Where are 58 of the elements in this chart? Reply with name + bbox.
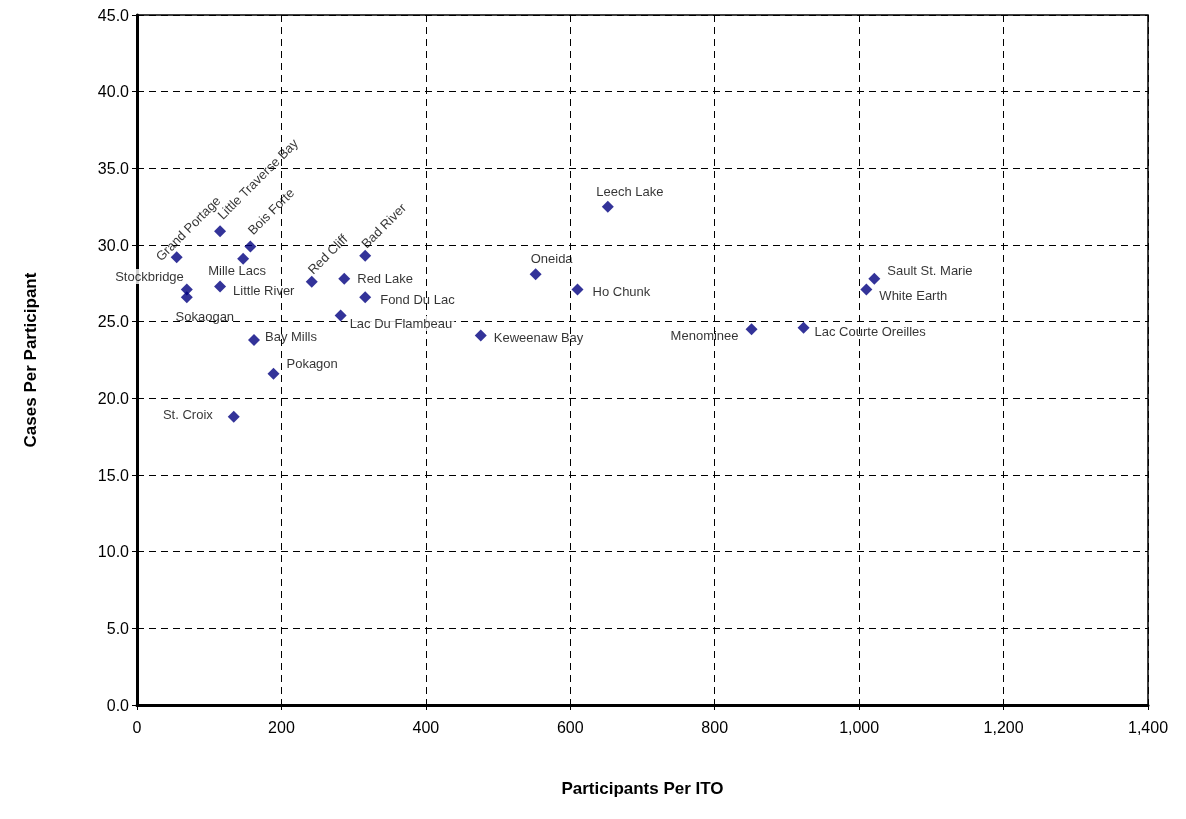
y-tick-label: 0.0 <box>106 696 130 714</box>
data-label: White Earth <box>879 287 948 303</box>
data-label: Lac Courte Oreilles <box>814 324 927 340</box>
point <box>214 280 227 293</box>
data-label: Mille Lacs <box>208 262 267 278</box>
data-label: Keweenaw Bay <box>493 329 584 345</box>
y-tick-label: 15.0 <box>97 466 130 484</box>
x-tick-label: 200 <box>268 718 295 736</box>
point <box>601 200 614 213</box>
x-axis-title: Participants Per ITO <box>561 779 724 798</box>
y-axis-title: Cases Per Participant <box>21 272 40 448</box>
data-label: Stockbridge <box>115 268 184 284</box>
point <box>244 240 257 253</box>
data-label: Lac Du Flambeau <box>349 316 453 332</box>
point <box>305 275 318 288</box>
point <box>334 309 347 322</box>
data-label: Oneida <box>530 251 574 267</box>
y-tick-label: 30.0 <box>97 236 130 254</box>
point <box>338 272 351 285</box>
x-tick-label: 1,200 <box>983 718 1024 736</box>
x-tick-label: 0 <box>132 718 142 736</box>
point <box>474 329 487 342</box>
x-tick-label: 600 <box>556 718 584 736</box>
data-label: Menominee <box>670 327 739 343</box>
point <box>359 249 372 262</box>
point <box>860 283 873 296</box>
data-label: Sault St. Marie <box>887 263 973 279</box>
data-label: Pokagon <box>286 356 338 372</box>
point <box>237 252 250 265</box>
data-label: Red Lake <box>357 271 413 287</box>
point <box>571 283 584 296</box>
x-tick-label: 800 <box>701 718 729 736</box>
y-tick-label: 45.0 <box>97 6 130 24</box>
y-tick-label: 40.0 <box>97 83 130 101</box>
y-tick-label: 25.0 <box>97 313 130 331</box>
data-label: Leech Lake <box>596 183 664 199</box>
data-label: Fond Du Lac <box>380 291 456 307</box>
point <box>868 272 881 285</box>
x-tick-label: 400 <box>412 718 440 736</box>
point <box>227 410 240 423</box>
y-tick-label: 20.0 <box>97 389 130 407</box>
point <box>529 268 542 281</box>
point <box>180 291 193 304</box>
data-label: St. Croix <box>162 407 214 423</box>
data-label: Little River <box>233 282 296 298</box>
point <box>247 334 260 347</box>
point <box>267 367 280 380</box>
data-label: Ho Chunk <box>592 283 651 299</box>
data-label: Bay Mills <box>264 328 318 344</box>
point <box>797 321 810 334</box>
point <box>359 291 372 304</box>
x-tick-label: 1,000 <box>839 718 880 736</box>
y-tick-label: 35.0 <box>97 159 130 177</box>
data-label: Sokaogan <box>175 309 235 325</box>
x-tick-label: 1,400 <box>1127 718 1169 736</box>
point <box>745 323 758 336</box>
y-tick-label: 5.0 <box>106 619 130 637</box>
y-tick-label: 10.0 <box>97 543 130 561</box>
